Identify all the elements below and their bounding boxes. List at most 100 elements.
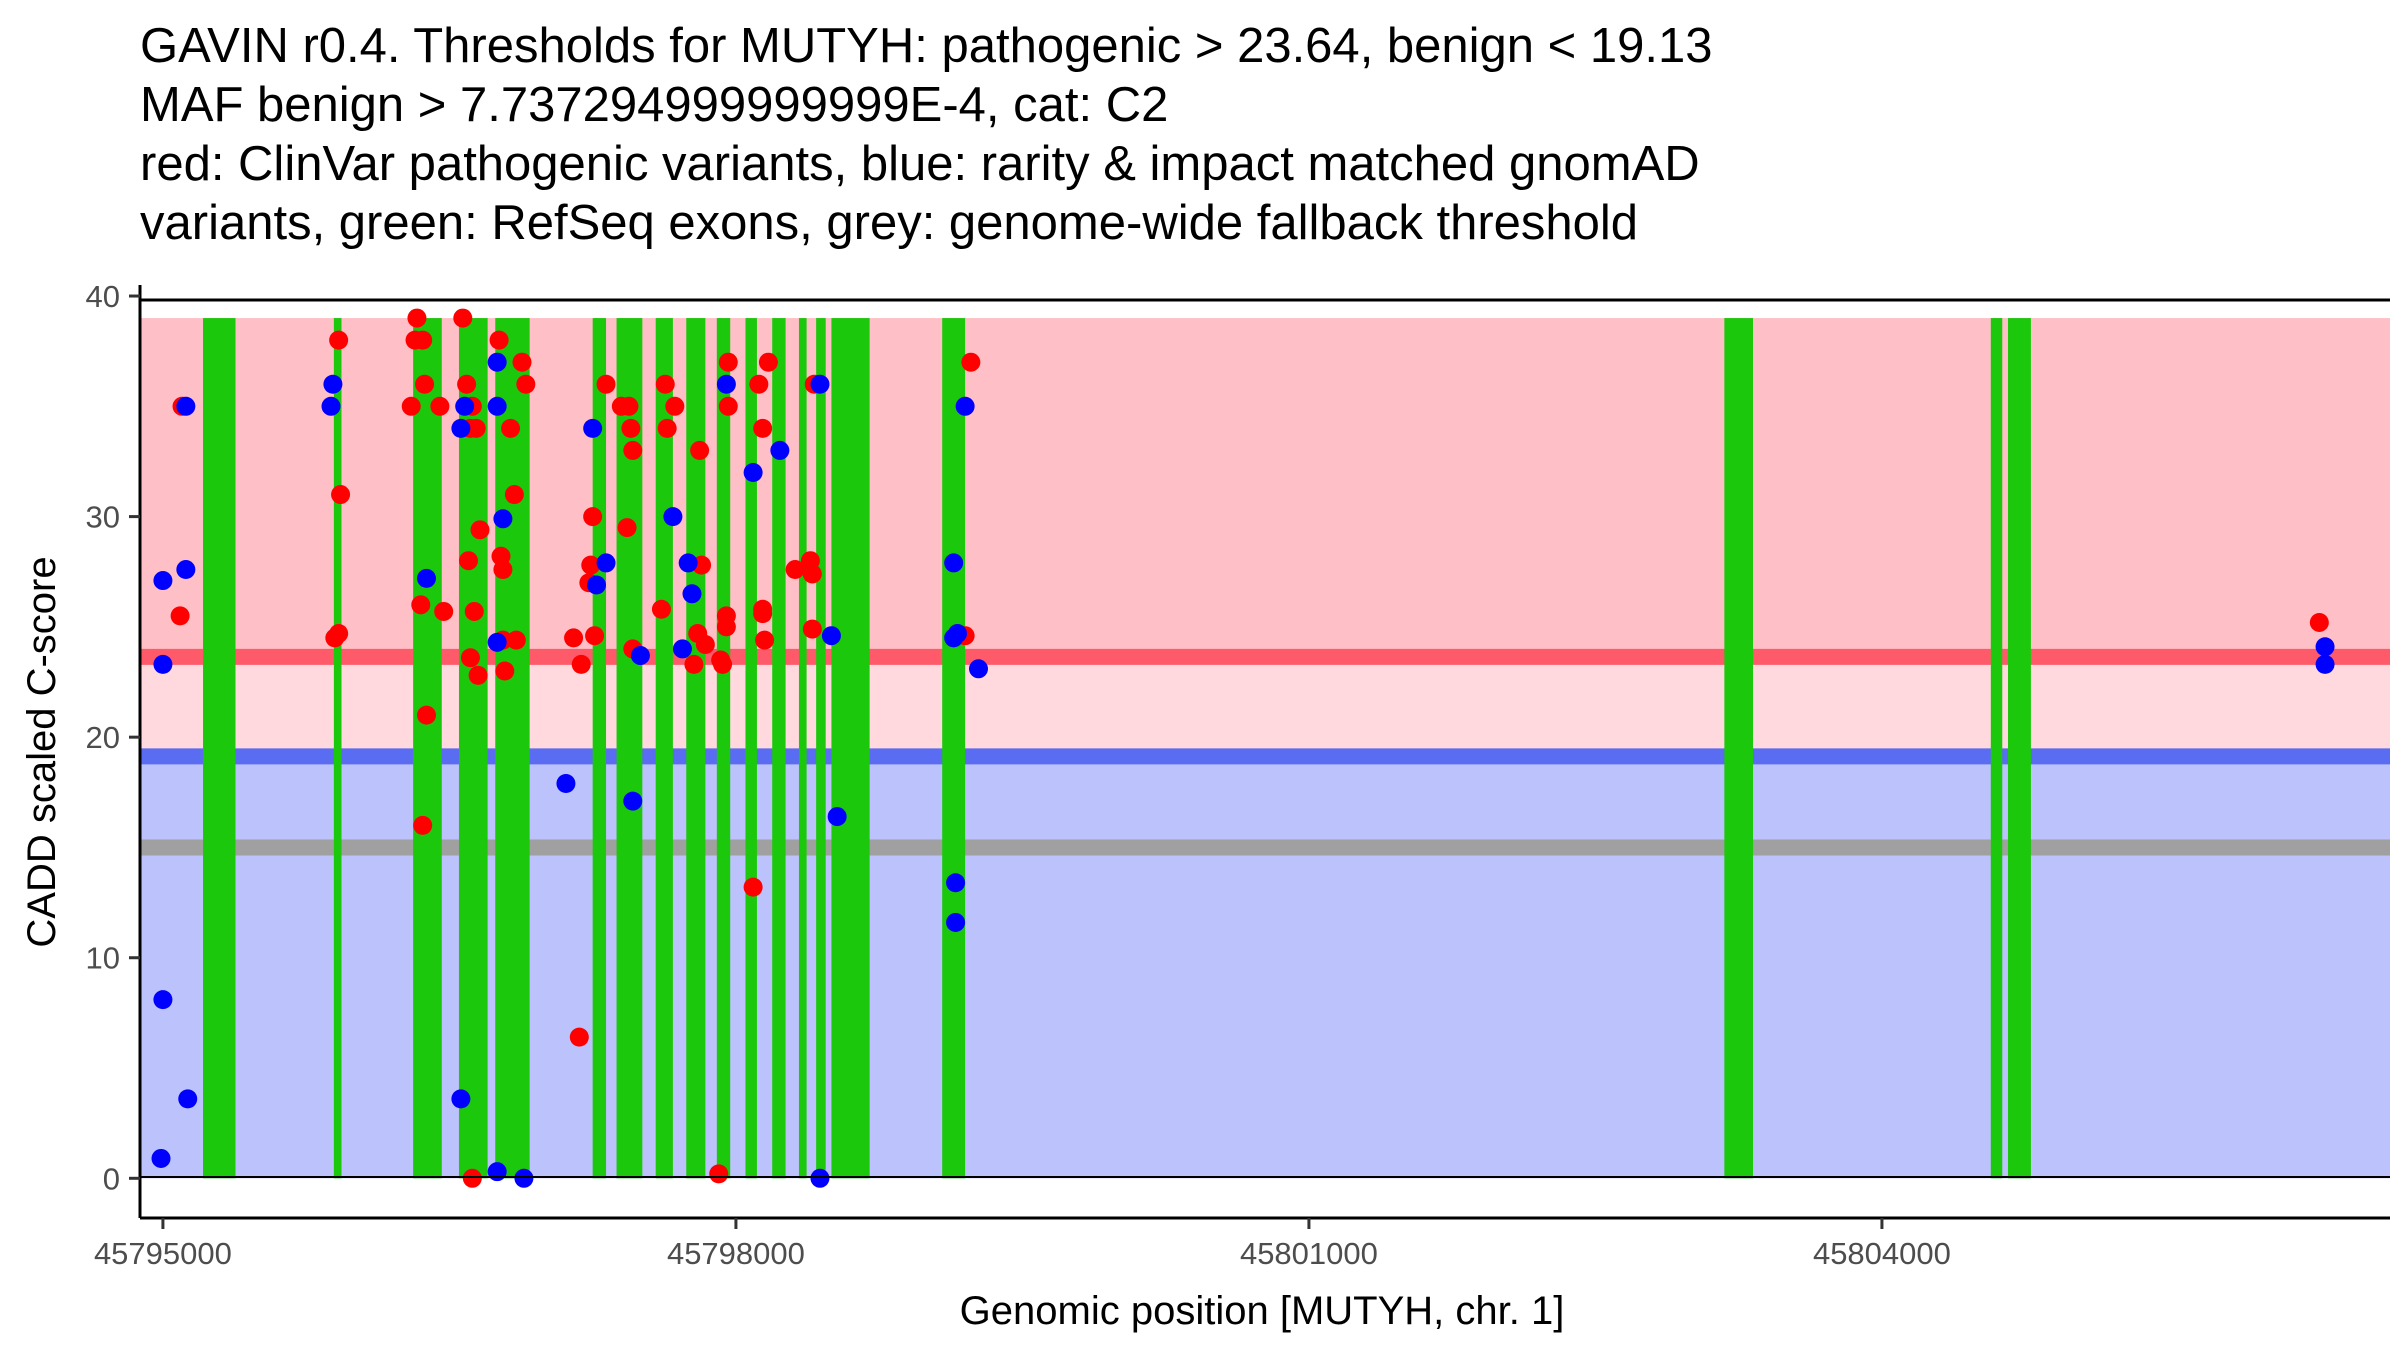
gnomad-point-17 xyxy=(451,1089,471,1109)
gnomad-point-31 xyxy=(770,440,790,460)
gnomad-point-15 xyxy=(493,509,513,529)
clinvar-point-41 xyxy=(581,555,601,575)
exon-bar-11 xyxy=(745,318,757,1179)
clinvar-point-32 xyxy=(495,661,515,681)
gnomad-point-16 xyxy=(487,632,507,652)
y-ticks: 0 10 20 30 40 xyxy=(86,279,140,1196)
clinvar-point-56 xyxy=(690,440,710,460)
gnomad-point-5 xyxy=(153,990,173,1010)
exon-bar-9 xyxy=(686,318,706,1179)
chart-title: GAVIN r0.4. Thresholds for MUTYH: pathog… xyxy=(140,19,1713,250)
gnomad-point-3 xyxy=(176,560,196,580)
title-line-4: variants, green: RefSeq exons, grey: gen… xyxy=(140,196,1638,250)
clinvar-point-77 xyxy=(802,564,822,584)
gnomad-point-14 xyxy=(487,396,507,416)
exon-bar-2 xyxy=(333,318,342,1179)
clinvar-point-11 xyxy=(415,374,435,394)
gnomad-point-43 xyxy=(946,912,966,932)
clinvar-point-49 xyxy=(621,418,641,438)
exon-bar-15 xyxy=(831,318,870,1179)
exon-bar-17 xyxy=(1724,318,1754,1179)
clinvar-point-17 xyxy=(453,308,473,328)
gnomad-point-40 xyxy=(955,396,975,416)
clinvar-point-19 xyxy=(459,551,479,571)
gnomad-point-8 xyxy=(323,374,343,394)
y-tick-label-40: 40 xyxy=(86,279,120,314)
clinvar-point-43 xyxy=(585,626,605,646)
clinvar-points xyxy=(170,308,2329,1188)
gnomad-point-37 xyxy=(944,553,964,573)
gnomad-point-19 xyxy=(514,1168,534,1188)
clinvar-point-39 xyxy=(571,654,591,674)
clinvar-point-72 xyxy=(753,604,773,624)
gnomad-point-18 xyxy=(487,1162,507,1182)
exon-bar-1 xyxy=(203,318,236,1179)
gnomad-point-12 xyxy=(455,396,475,416)
x-tick-label-45804000: 45804000 xyxy=(1813,1236,1951,1271)
gnomad-point-4 xyxy=(153,654,173,674)
clinvar-point-22 xyxy=(466,418,486,438)
gnomad-point-23 xyxy=(623,791,643,811)
gnomad-point-35 xyxy=(810,1168,830,1188)
gnomad-point-6 xyxy=(178,1089,198,1109)
clinvar-point-50 xyxy=(617,518,637,538)
gnomad-point-9 xyxy=(321,396,341,416)
clinvar-point-30 xyxy=(491,546,511,566)
x-axis-title: Genomic position [MUTYH, chr. 1] xyxy=(960,1289,1565,1333)
clinvar-point-4 xyxy=(331,485,351,505)
y-tick-label-10: 10 xyxy=(86,941,120,976)
exon-bar-5 xyxy=(495,318,530,1179)
clinvar-point-23 xyxy=(464,601,484,621)
clinvar-point-70 xyxy=(758,352,778,372)
gnomad-point-13 xyxy=(487,352,507,372)
y-tick-label-0: 0 xyxy=(103,1161,120,1196)
gnomad-point-24 xyxy=(630,646,650,666)
clinvar-point-13 xyxy=(417,705,437,725)
clinvar-point-33 xyxy=(501,418,521,438)
clinvar-point-79 xyxy=(802,619,822,639)
exon-bar-8 xyxy=(655,318,673,1179)
clinvar-point-82 xyxy=(2309,612,2329,632)
gnomad-point-7 xyxy=(151,1148,171,1168)
clinvar-point-69 xyxy=(753,418,773,438)
gnomad-point-44 xyxy=(2315,637,2335,657)
clinvar-point-58 xyxy=(684,654,704,674)
gnomad-point-32 xyxy=(810,374,830,394)
clinvar-point-65 xyxy=(709,1164,729,1184)
clinvar-point-36 xyxy=(512,352,532,372)
gnomad-point-28 xyxy=(682,584,702,604)
clinvar-point-15 xyxy=(430,396,450,416)
clinvar-point-55 xyxy=(651,599,671,619)
exon-bar-14 xyxy=(816,318,826,1179)
clinvar-point-64 xyxy=(716,617,736,637)
gnomad-point-42 xyxy=(946,873,966,893)
y-tick-label-20: 20 xyxy=(86,720,120,755)
x-ticks: 45795000 45798000 45801000 45804000 xyxy=(94,1218,1951,1271)
gnomad-point-25 xyxy=(663,507,683,527)
clinvar-point-37 xyxy=(516,374,536,394)
gnomad-points xyxy=(151,352,2335,1188)
exon-bar-6 xyxy=(592,318,607,1179)
clinvar-point-3 xyxy=(329,330,349,350)
gnomad-point-45 xyxy=(2315,654,2335,674)
x-tick-label-45801000: 45801000 xyxy=(1240,1236,1378,1271)
clinvar-point-18 xyxy=(457,374,477,394)
exon-bar-3 xyxy=(413,318,442,1179)
y-tick-label-30: 30 xyxy=(86,500,120,535)
exon-bars xyxy=(203,318,2031,1179)
gnomad-point-1 xyxy=(176,396,196,416)
clinvar-point-44 xyxy=(569,1027,589,1047)
gnomad-point-36 xyxy=(556,773,576,793)
x-tick-label-45798000: 45798000 xyxy=(667,1236,805,1271)
clinvar-point-2 xyxy=(170,606,190,626)
title-line-1: GAVIN r0.4. Thresholds for MUTYH: pathog… xyxy=(140,19,1713,73)
y-axis-title: CADD scaled C-score xyxy=(20,556,64,947)
clinvar-point-74 xyxy=(743,877,763,897)
gnomad-point-30 xyxy=(743,462,763,482)
gnomad-point-39 xyxy=(947,623,967,643)
x-tick-label-45795000: 45795000 xyxy=(94,1236,232,1271)
gnomad-point-33 xyxy=(821,626,841,646)
clinvar-point-54 xyxy=(665,396,685,416)
clinvar-point-10 xyxy=(413,330,433,350)
